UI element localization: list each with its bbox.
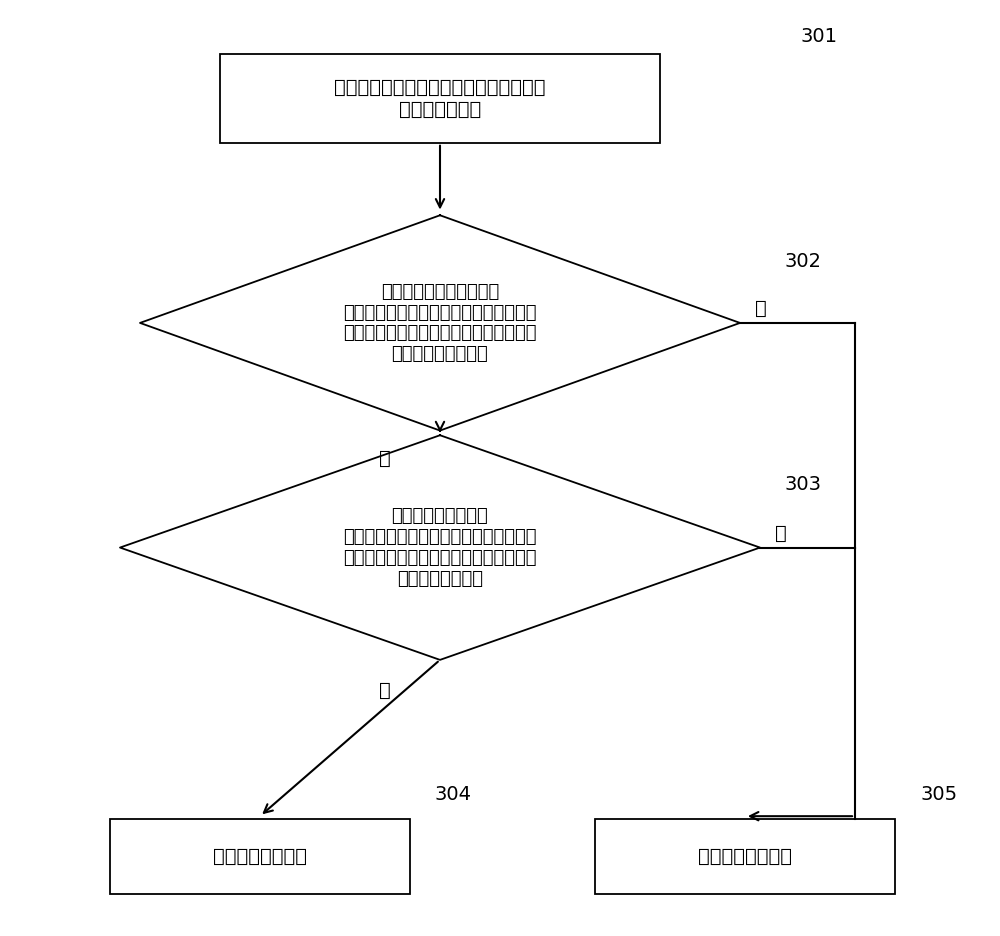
FancyBboxPatch shape xyxy=(110,819,410,894)
Text: 是: 是 xyxy=(379,680,391,699)
Text: 305: 305 xyxy=(920,785,957,804)
Text: 接收目标业务对象下发的针对存储阵列的
缓存的操作指令: 接收目标业务对象下发的针对存储阵列的 缓存的操作指令 xyxy=(334,78,546,119)
Text: 否: 否 xyxy=(755,300,767,318)
Text: 从至少一个性能池中
选择所述目标性能组所属的目标性能池，
并判断所述目标性能池的允许操作流量是
否还存在剩余流量: 从至少一个性能池中 选择所述目标性能组所属的目标性能池， 并判断所述目标性能池的… xyxy=(343,507,537,588)
Text: 304: 304 xyxy=(435,785,472,804)
Text: 拒绝所述操作指令: 拒绝所述操作指令 xyxy=(698,847,792,866)
Text: 302: 302 xyxy=(785,252,822,271)
Text: 是: 是 xyxy=(379,449,391,468)
Text: 从所述至少一个性能组中
选择所述目标业务对象所属的目标性能组
，并判断所述目标性能组的允许操作流量
是否还存在剩余流量: 从所述至少一个性能组中 选择所述目标业务对象所属的目标性能组 ，并判断所述目标性… xyxy=(343,283,537,363)
Text: 303: 303 xyxy=(785,475,822,493)
FancyBboxPatch shape xyxy=(595,819,895,894)
Text: 否: 否 xyxy=(775,524,787,543)
FancyBboxPatch shape xyxy=(220,53,660,142)
Text: 301: 301 xyxy=(800,27,837,46)
Text: 响应所述操作指令: 响应所述操作指令 xyxy=(213,847,307,866)
